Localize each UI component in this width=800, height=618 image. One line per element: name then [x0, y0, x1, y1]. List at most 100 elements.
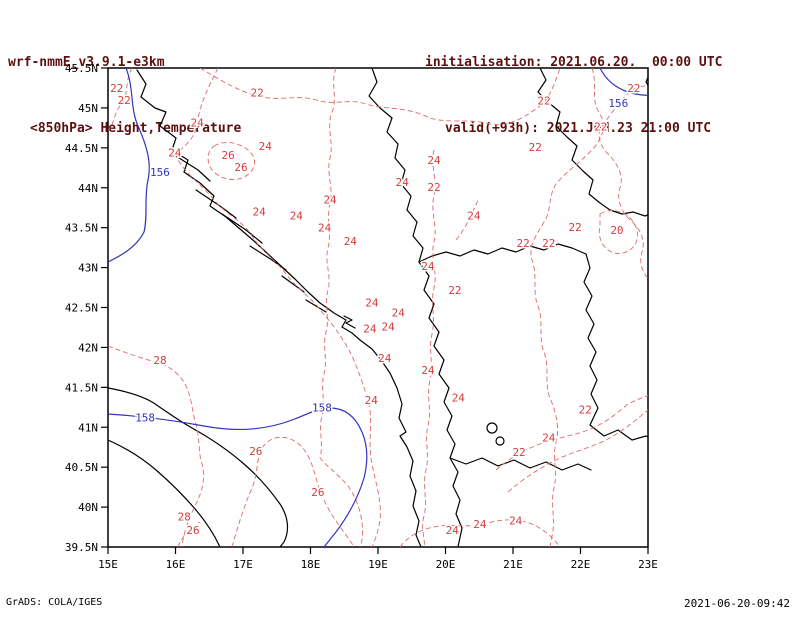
y-axis-label: 41N — [78, 421, 98, 434]
contour-label-temp: 26 — [186, 524, 199, 537]
contour-label-temp: 24 — [382, 321, 396, 334]
coastline-italy — [108, 387, 289, 547]
contour-label-temp: 24 — [392, 306, 406, 319]
x-axis: 15E 16E 17E 18E 19E 20E 21E 22E 23E — [98, 547, 658, 571]
contour-label-temp: 22 — [650, 248, 663, 261]
contour-label-temp: 24 — [318, 222, 332, 235]
contour-label-hgt: 156 — [150, 166, 170, 179]
temp-contour-22-nw — [108, 68, 133, 131]
x-axis-label: 18E — [301, 558, 321, 571]
y-axis: 45.5N 45N 44.5N 44N 43.5N 43N 42.5N 42N 41.5N 41N… — [65, 62, 108, 554]
temp-contour-24-east-central — [422, 149, 436, 547]
contour-label-temp: 22 — [110, 82, 123, 95]
valid-time: valid(+93h): 2021.JUN.23 21:00 UTC — [445, 121, 712, 136]
contour-label-temp: 22 — [627, 82, 640, 95]
x-axis-label: 22E — [571, 558, 591, 571]
border-central-chain — [418, 261, 463, 547]
contour-label-temp: 26 — [311, 486, 324, 499]
y-axis-label: 43N — [78, 262, 98, 275]
temp-contour-22-right-edge — [598, 84, 648, 279]
contour-label-temp: 24 — [427, 154, 441, 167]
temp-contour-26-southwest-inner — [177, 521, 201, 547]
y-axis-label: 44.5N — [65, 142, 98, 155]
contour-label-temp: 24 — [542, 432, 556, 445]
x-axis-label: 20E — [436, 558, 456, 571]
x-axis-label: 16E — [166, 558, 186, 571]
height-contour-158-sw — [108, 407, 368, 547]
y-axis-label: 41.5N — [65, 381, 98, 394]
temperature-contours — [108, 68, 648, 547]
contour-label-temp: 24 — [421, 260, 435, 273]
y-axis-label: 44N — [78, 182, 98, 195]
contour-label-temp: 22 — [542, 237, 555, 250]
y-axis-label: 40.5N — [65, 461, 98, 474]
adriatic-islands-path — [175, 155, 356, 329]
contour-label-temp: 22 — [118, 94, 131, 107]
contour-label-hgt: 158 — [135, 412, 155, 425]
lake-ohrid — [486, 422, 498, 434]
contour-label-temp: 24 — [421, 364, 435, 377]
border-mid-horizontal — [418, 243, 587, 263]
border-south — [449, 457, 592, 471]
temp-contour-24-bottom — [399, 519, 561, 547]
init-time: initialisation: 2021.06.20. 00:00 UTC — [425, 55, 723, 70]
contour-label-hgt: 158 — [312, 401, 332, 414]
border-east-top — [537, 68, 648, 217]
temp-contour-22-north — [199, 68, 561, 126]
lake-prespa — [495, 436, 505, 446]
height-contour-156-nw — [108, 68, 150, 263]
contour-label-temp: 26 — [234, 161, 247, 174]
contour-label-temp: 24 — [452, 392, 466, 405]
level-variables: <850hPa> Height,Temperature — [30, 121, 242, 136]
y-axis-label: 45N — [78, 102, 98, 115]
contour-label-temp: 24 — [344, 235, 358, 248]
border-northeast-notch — [645, 75, 648, 87]
contour-label-temp: 24 — [473, 518, 487, 531]
contour-label-temp: 20 — [610, 224, 623, 237]
temp-contour-22-east — [530, 68, 604, 547]
temp-contour-26-southwest — [231, 436, 355, 547]
contour-label-temp: 22 — [517, 237, 530, 250]
contour-label-temp: 24 — [253, 206, 267, 219]
contour-label-temp: 24 — [363, 322, 377, 335]
x-axis-label: 23E — [638, 558, 658, 571]
contour-label-temp: 22 — [650, 402, 663, 415]
contour-label-temp: 24 — [396, 176, 410, 189]
temp-contour-24-west — [175, 68, 381, 547]
contour-label-temp: 24 — [467, 210, 481, 223]
temp-contour-26-cell — [207, 142, 255, 180]
contour-label-hgt: 156 — [608, 97, 628, 110]
height-contours — [108, 68, 648, 547]
temp-contour-24-central — [319, 68, 363, 547]
contour-label-temp: 24 — [259, 140, 273, 153]
model-name: wrf-nmmE_v3.9.1-e3km — [8, 55, 165, 70]
border-north — [368, 68, 424, 263]
contour-label-temp: 26 — [249, 445, 262, 458]
coastline-montenegro-albania — [359, 339, 422, 547]
contour-label-temp: 24 — [365, 297, 379, 310]
y-axis-label: 40N — [78, 501, 98, 514]
x-axis-label: 17E — [233, 558, 253, 571]
x-axis-label: 21E — [503, 558, 523, 571]
header-left: wrf-nmmE_v3.9.1-e3km <850hPa> Height,Tem… — [8, 8, 241, 184]
contour-label-temp: 22 — [427, 181, 440, 194]
contour-label-temp: 24 — [190, 116, 204, 129]
contour-label-temp: 22 — [594, 120, 607, 133]
contour-label-temp: 24 — [290, 210, 304, 223]
contour-label-temp: 26 — [222, 149, 235, 162]
contour-label-temp: 24 — [509, 515, 523, 528]
contour-label-temp: 24 — [365, 394, 379, 407]
temp-contour-24-arc — [455, 199, 479, 241]
coastline-adriatic — [136, 69, 361, 341]
contour-label-temp: 24 — [446, 524, 460, 537]
contour-label-temp: 24 — [168, 147, 182, 160]
grads-credit: GrADS: COLA/IGES — [6, 597, 103, 608]
contour-label-temp: 22 — [568, 221, 581, 234]
header-right: initialisation: 2021.06.20. 00:00 UTC va… — [425, 8, 722, 184]
contour-label-temp: 22 — [537, 95, 550, 108]
y-axis-label: 42.5N — [65, 302, 98, 315]
y-axis-label: 42N — [78, 341, 98, 354]
contour-label-temp: 22 — [448, 284, 461, 297]
